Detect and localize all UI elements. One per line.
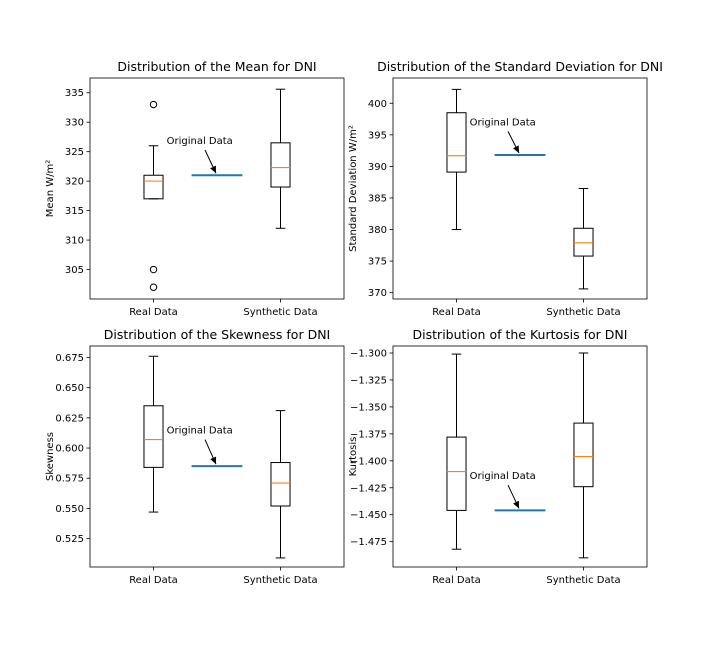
x-tick-label: Synthetic Data xyxy=(243,307,317,318)
original-data-arrow xyxy=(507,131,520,154)
box-body xyxy=(270,462,291,507)
box-synthetic-data xyxy=(573,352,594,559)
y-tick-label: 400 xyxy=(368,99,387,110)
x-tick-label: Real Data xyxy=(129,307,178,318)
y-axis-label: Mean W/m² xyxy=(45,160,56,217)
axes-frame xyxy=(392,345,648,568)
original-data-arrow xyxy=(204,149,217,174)
y-tick-label: −1.375 xyxy=(350,429,387,440)
outlier-point xyxy=(149,283,158,291)
y-tick-label: −1.300 xyxy=(350,349,387,360)
x-tick-label: Synthetic Data xyxy=(546,307,620,318)
y-tick-label: 335 xyxy=(65,88,84,99)
chart-title: Distribution of the Kurtosis for DNI xyxy=(413,327,628,342)
chart-panel-3: Distribution of the Skewness for DNI 0.52… xyxy=(45,327,345,586)
y-tick-label: 310 xyxy=(65,236,84,247)
y-tick-label: −1.450 xyxy=(350,510,387,521)
chart-panel-2: Distribution of the Standard Deviation f… xyxy=(348,59,663,318)
original-data-annotation: Original Data xyxy=(167,136,233,147)
box-body xyxy=(143,174,164,200)
y-tick-label: −1.325 xyxy=(350,375,387,386)
y-tick-label: 380 xyxy=(368,225,387,236)
chart-title: Distribution of the Standard Deviation f… xyxy=(377,59,663,74)
y-tick-label: 315 xyxy=(65,206,84,217)
original-data-annotation: Original Data xyxy=(470,471,536,482)
y-tick-label: −1.400 xyxy=(350,456,387,467)
y-tick-label: 0.600 xyxy=(55,444,84,455)
y-tick-label: 0.675 xyxy=(55,353,84,364)
original-data-arrow xyxy=(204,439,217,465)
axes-frame xyxy=(392,77,648,300)
y-axis-label: Standard Deviation W/m² xyxy=(348,125,359,252)
box-body xyxy=(573,422,594,488)
box-synthetic-data xyxy=(270,88,291,229)
outlier-point xyxy=(149,100,158,109)
original-data-annotation: Original Data xyxy=(167,426,233,437)
chart-panel-1: Distribution of the Mean for DNI 305 310 31… xyxy=(45,59,345,318)
original-data-annotation: Original Data xyxy=(470,117,536,128)
y-tick-label: −1.475 xyxy=(350,537,387,548)
axes-frame xyxy=(89,77,345,300)
box-real-data xyxy=(143,100,164,291)
x-tick-label: Real Data xyxy=(432,575,481,586)
box-real-data xyxy=(143,355,164,513)
y-tick-label: 325 xyxy=(65,147,84,158)
box-body xyxy=(270,142,291,188)
y-tick-label: 330 xyxy=(65,118,84,129)
y-tick-label: 375 xyxy=(368,257,387,268)
axes-frame xyxy=(89,345,345,568)
original-data-arrow xyxy=(507,484,520,509)
y-tick-label: 0.550 xyxy=(55,504,84,515)
box-body xyxy=(446,436,467,511)
y-tick-label: 0.575 xyxy=(55,474,84,485)
box-synthetic-data xyxy=(270,410,291,559)
y-tick-label: −1.425 xyxy=(350,483,387,494)
y-tick-label: 0.625 xyxy=(55,413,84,424)
x-tick-label: Synthetic Data xyxy=(546,575,620,586)
box-body xyxy=(446,112,467,173)
y-tick-label: 0.525 xyxy=(55,534,84,545)
x-tick-label: Real Data xyxy=(432,307,481,318)
y-tick-label: −1.350 xyxy=(350,402,387,413)
y-axis-label: Kurtosis xyxy=(348,437,359,477)
box-real-data xyxy=(446,353,467,550)
y-tick-label: 390 xyxy=(368,162,387,173)
y-tick-label: 370 xyxy=(368,288,387,299)
chart-title: Distribution of the Mean for DNI xyxy=(117,59,316,74)
chart-title: Distribution of the Skewness for DNI xyxy=(104,327,330,342)
y-tick-label: 0.650 xyxy=(55,383,84,394)
y-tick-label: 385 xyxy=(368,193,387,204)
x-tick-label: Real Data xyxy=(129,575,178,586)
chart-panel-4: Distribution of the Kurtosis for DNI −1.4… xyxy=(348,327,648,586)
box-real-data xyxy=(446,88,467,231)
box-synthetic-data xyxy=(573,188,594,290)
box-body xyxy=(143,405,164,468)
outlier-point xyxy=(149,265,158,274)
y-tick-label: 395 xyxy=(368,130,387,141)
y-tick-label: 320 xyxy=(65,177,84,188)
y-tick-label: 305 xyxy=(65,265,84,276)
y-axis-label: Skewness xyxy=(45,432,56,481)
box-body xyxy=(573,227,594,257)
x-tick-label: Synthetic Data xyxy=(243,575,317,586)
